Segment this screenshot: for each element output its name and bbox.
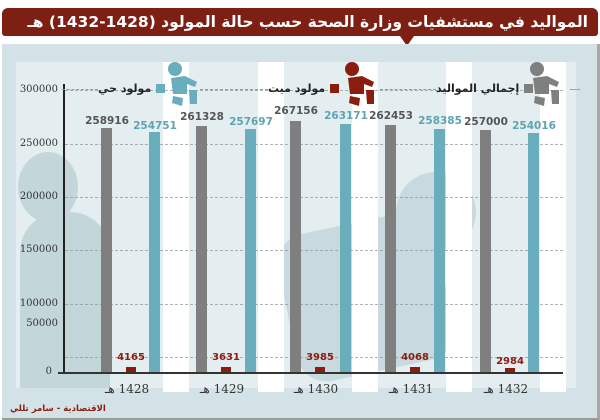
gridline-50000 — [65, 357, 563, 358]
x-label-1432: 1432 هـ — [483, 382, 529, 396]
source-credit: الاقتصادية - سامر تللي — [10, 404, 106, 414]
bar-total-1431 — [385, 125, 396, 372]
column-stripe — [163, 62, 189, 392]
bg-silhouette-body-left — [20, 212, 110, 388]
gridline-300000 — [65, 90, 563, 91]
bar-stillborn-1430 — [315, 367, 325, 372]
bar-live-1430 — [340, 124, 351, 372]
legend-item-total: إجمالي المواليد — [436, 82, 534, 95]
value-total-1429: 261328 — [180, 111, 224, 123]
legend-leader-line — [200, 89, 268, 90]
y-tick: 150000 — [19, 244, 58, 255]
bar-live-1428 — [149, 132, 160, 372]
value-stillborn-1431: 4068 — [401, 352, 429, 363]
gridline-200000 — [65, 197, 563, 198]
title-banner: المواليد في مستشفيات وزارة الصحة حسب حال… — [2, 8, 598, 36]
value-live-1430: 263171 — [324, 110, 368, 122]
legend-swatch-live — [156, 84, 166, 93]
x-label-1429: 1429 هـ — [199, 382, 245, 396]
bar-stillborn-1429 — [221, 367, 231, 372]
legend-swatch-stillborn — [330, 84, 340, 93]
x-label-1428: 1428 هـ — [104, 382, 150, 396]
legend-swatch-total — [524, 84, 534, 93]
bar-total-1428 — [101, 128, 112, 372]
value-total-1431: 262453 — [369, 110, 413, 122]
x-axis — [58, 372, 563, 374]
legend-leader-line — [570, 89, 580, 90]
column-stripe — [352, 62, 378, 392]
y-tick: 50000 — [26, 318, 58, 329]
y-tick: 200000 — [19, 191, 58, 202]
bar-stillborn-1432 — [505, 368, 515, 372]
value-total-1430: 267156 — [274, 105, 318, 117]
value-live-1428: 254751 — [133, 120, 177, 132]
legend-item-stillborn: مولود ميت — [268, 82, 340, 95]
bar-live-1431 — [434, 129, 445, 372]
legend-leader-line — [380, 89, 436, 90]
gridline-150000 — [65, 250, 563, 251]
value-stillborn-1428: 4165 — [117, 352, 145, 363]
legend-label-live: مولود حي — [98, 82, 152, 95]
value-live-1431: 258385 — [418, 115, 462, 127]
column-stripe — [446, 62, 472, 392]
y-tick: 0 — [45, 366, 52, 377]
y-axis — [63, 84, 65, 374]
bg-silhouette-head-left — [18, 152, 78, 222]
value-live-1432: 254016 — [512, 120, 556, 132]
bar-stillborn-1431 — [410, 367, 420, 372]
gridline-100000 — [65, 304, 563, 305]
legend-leader-line — [62, 89, 98, 90]
legend-label-total: إجمالي المواليد — [436, 82, 520, 95]
title-pointer — [400, 36, 414, 46]
value-stillborn-1430: 3985 — [306, 352, 334, 363]
y-tick: 250000 — [19, 138, 58, 149]
baby-crawling-icon — [345, 62, 374, 106]
chart-title: المواليد في مستشفيات وزارة الصحة حسب حال… — [27, 13, 588, 31]
legend-item-live: مولود حي — [98, 82, 166, 95]
value-total-1432: 257000 — [464, 116, 508, 128]
bar-stillborn-1428 — [126, 367, 136, 372]
baby-crawling-icon — [168, 62, 197, 106]
column-stripe — [540, 62, 566, 392]
y-tick: 100000 — [19, 298, 58, 309]
baby-crawling-icon — [530, 62, 559, 106]
y-tick: 300000 — [19, 84, 58, 95]
legend-label-stillborn: مولود ميت — [268, 82, 326, 95]
bar-live-1429 — [245, 129, 256, 372]
x-label-1430: 1430 هـ — [293, 382, 339, 396]
x-label-1431: 1431 هـ — [388, 382, 434, 396]
bar-total-1432 — [480, 130, 491, 372]
bar-total-1429 — [196, 126, 207, 372]
column-stripe — [258, 62, 284, 392]
value-live-1429: 257697 — [229, 116, 273, 128]
value-stillborn-1429: 3631 — [212, 352, 240, 363]
gridline-250000 — [65, 144, 563, 145]
bar-total-1430 — [290, 121, 301, 372]
bar-live-1432 — [528, 133, 539, 372]
value-stillborn-1432: 2984 — [496, 356, 524, 367]
value-total-1428: 258916 — [85, 115, 129, 127]
